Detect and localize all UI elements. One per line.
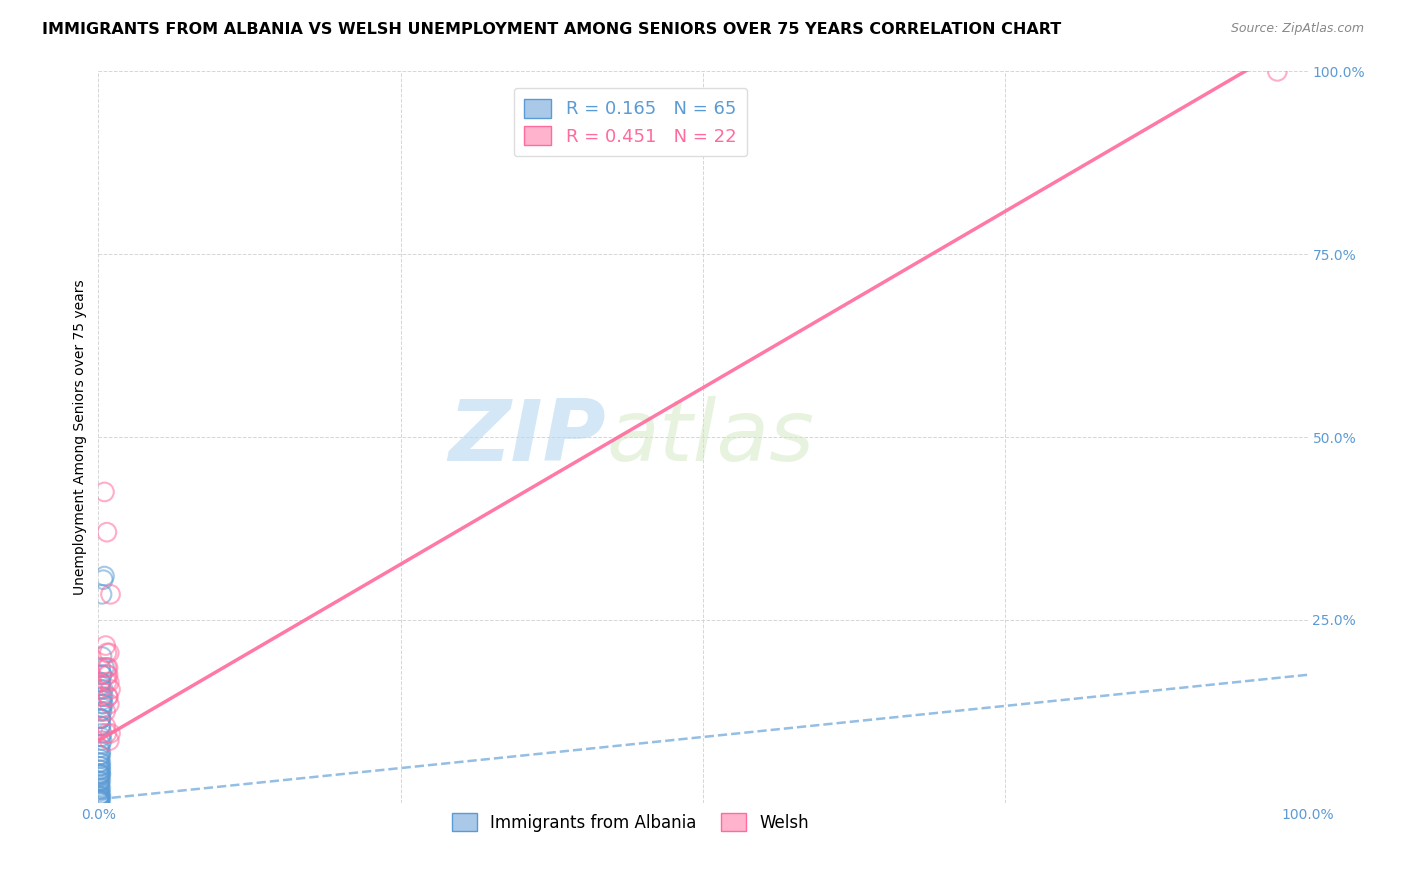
Point	[89, 748, 111, 763]
Point	[90, 660, 112, 674]
Text: IMMIGRANTS FROM ALBANIA VS WELSH UNEMPLOYMENT AMONG SENIORS OVER 75 YEARS CORREL: IMMIGRANTS FROM ALBANIA VS WELSH UNEMPLO…	[42, 22, 1062, 37]
Point	[90, 773, 112, 788]
Point	[91, 697, 114, 711]
Point	[94, 705, 117, 719]
Point	[89, 789, 111, 804]
Point	[90, 787, 112, 801]
Point	[89, 792, 111, 806]
Point	[91, 733, 114, 747]
Point	[90, 781, 112, 796]
Point	[90, 675, 112, 690]
Point	[90, 748, 112, 763]
Point	[89, 773, 111, 788]
Point	[91, 726, 114, 740]
Point	[1267, 64, 1289, 78]
Point	[91, 587, 114, 601]
Point	[91, 690, 114, 704]
Point	[89, 752, 111, 766]
Point	[91, 667, 114, 681]
Point	[89, 785, 111, 799]
Point	[93, 569, 115, 583]
Point	[89, 789, 111, 803]
Point	[89, 775, 111, 789]
Point	[89, 780, 111, 794]
Point	[90, 737, 112, 751]
Text: ZIP: ZIP	[449, 395, 606, 479]
Point	[89, 794, 111, 808]
Point	[98, 646, 121, 660]
Text: Source: ZipAtlas.com: Source: ZipAtlas.com	[1230, 22, 1364, 36]
Point	[100, 587, 122, 601]
Point	[89, 795, 111, 809]
Point	[90, 768, 112, 782]
Point	[97, 690, 120, 704]
Point	[96, 646, 118, 660]
Point	[90, 759, 112, 773]
Point	[91, 705, 114, 719]
Legend: Immigrants from Albania, Welsh: Immigrants from Albania, Welsh	[444, 806, 815, 838]
Point	[98, 733, 121, 747]
Point	[91, 573, 114, 587]
Point	[97, 690, 120, 704]
Point	[89, 763, 111, 777]
Point	[90, 719, 112, 733]
Point	[96, 726, 118, 740]
Point	[94, 639, 117, 653]
Point	[97, 667, 120, 681]
Point	[90, 712, 112, 726]
Point	[91, 682, 114, 697]
Point	[90, 705, 112, 719]
Point	[91, 693, 114, 707]
Point	[89, 756, 111, 770]
Point	[100, 682, 122, 697]
Point	[93, 485, 115, 500]
Text: atlas: atlas	[606, 395, 814, 479]
Point	[90, 756, 112, 770]
Point	[90, 789, 112, 804]
Point	[89, 740, 111, 755]
Point	[90, 719, 112, 733]
Point	[90, 712, 112, 726]
Point	[96, 660, 118, 674]
Point	[91, 649, 114, 664]
Point	[93, 660, 115, 674]
Point	[89, 792, 111, 806]
Point	[96, 667, 118, 681]
Point	[94, 719, 117, 733]
Y-axis label: Unemployment Among Seniors over 75 years: Unemployment Among Seniors over 75 years	[73, 279, 87, 595]
Point	[96, 525, 118, 540]
Point	[91, 667, 114, 681]
Point	[89, 768, 111, 782]
Point	[89, 789, 111, 803]
Point	[90, 794, 112, 808]
Point	[91, 700, 114, 714]
Point	[90, 675, 112, 690]
Point	[89, 759, 111, 773]
Point	[90, 679, 112, 693]
Point	[89, 782, 111, 797]
Point	[90, 745, 112, 759]
Point	[100, 726, 122, 740]
Point	[90, 730, 112, 744]
Point	[90, 763, 112, 777]
Point	[90, 712, 112, 726]
Point	[89, 770, 111, 784]
Point	[90, 766, 112, 780]
Point	[98, 697, 121, 711]
Point	[96, 675, 118, 690]
Point	[89, 766, 111, 780]
Point	[97, 660, 120, 674]
Point	[98, 675, 121, 690]
Point	[91, 690, 114, 704]
Point	[89, 778, 111, 792]
Point	[90, 682, 112, 697]
Point	[89, 794, 111, 808]
Point	[91, 697, 114, 711]
